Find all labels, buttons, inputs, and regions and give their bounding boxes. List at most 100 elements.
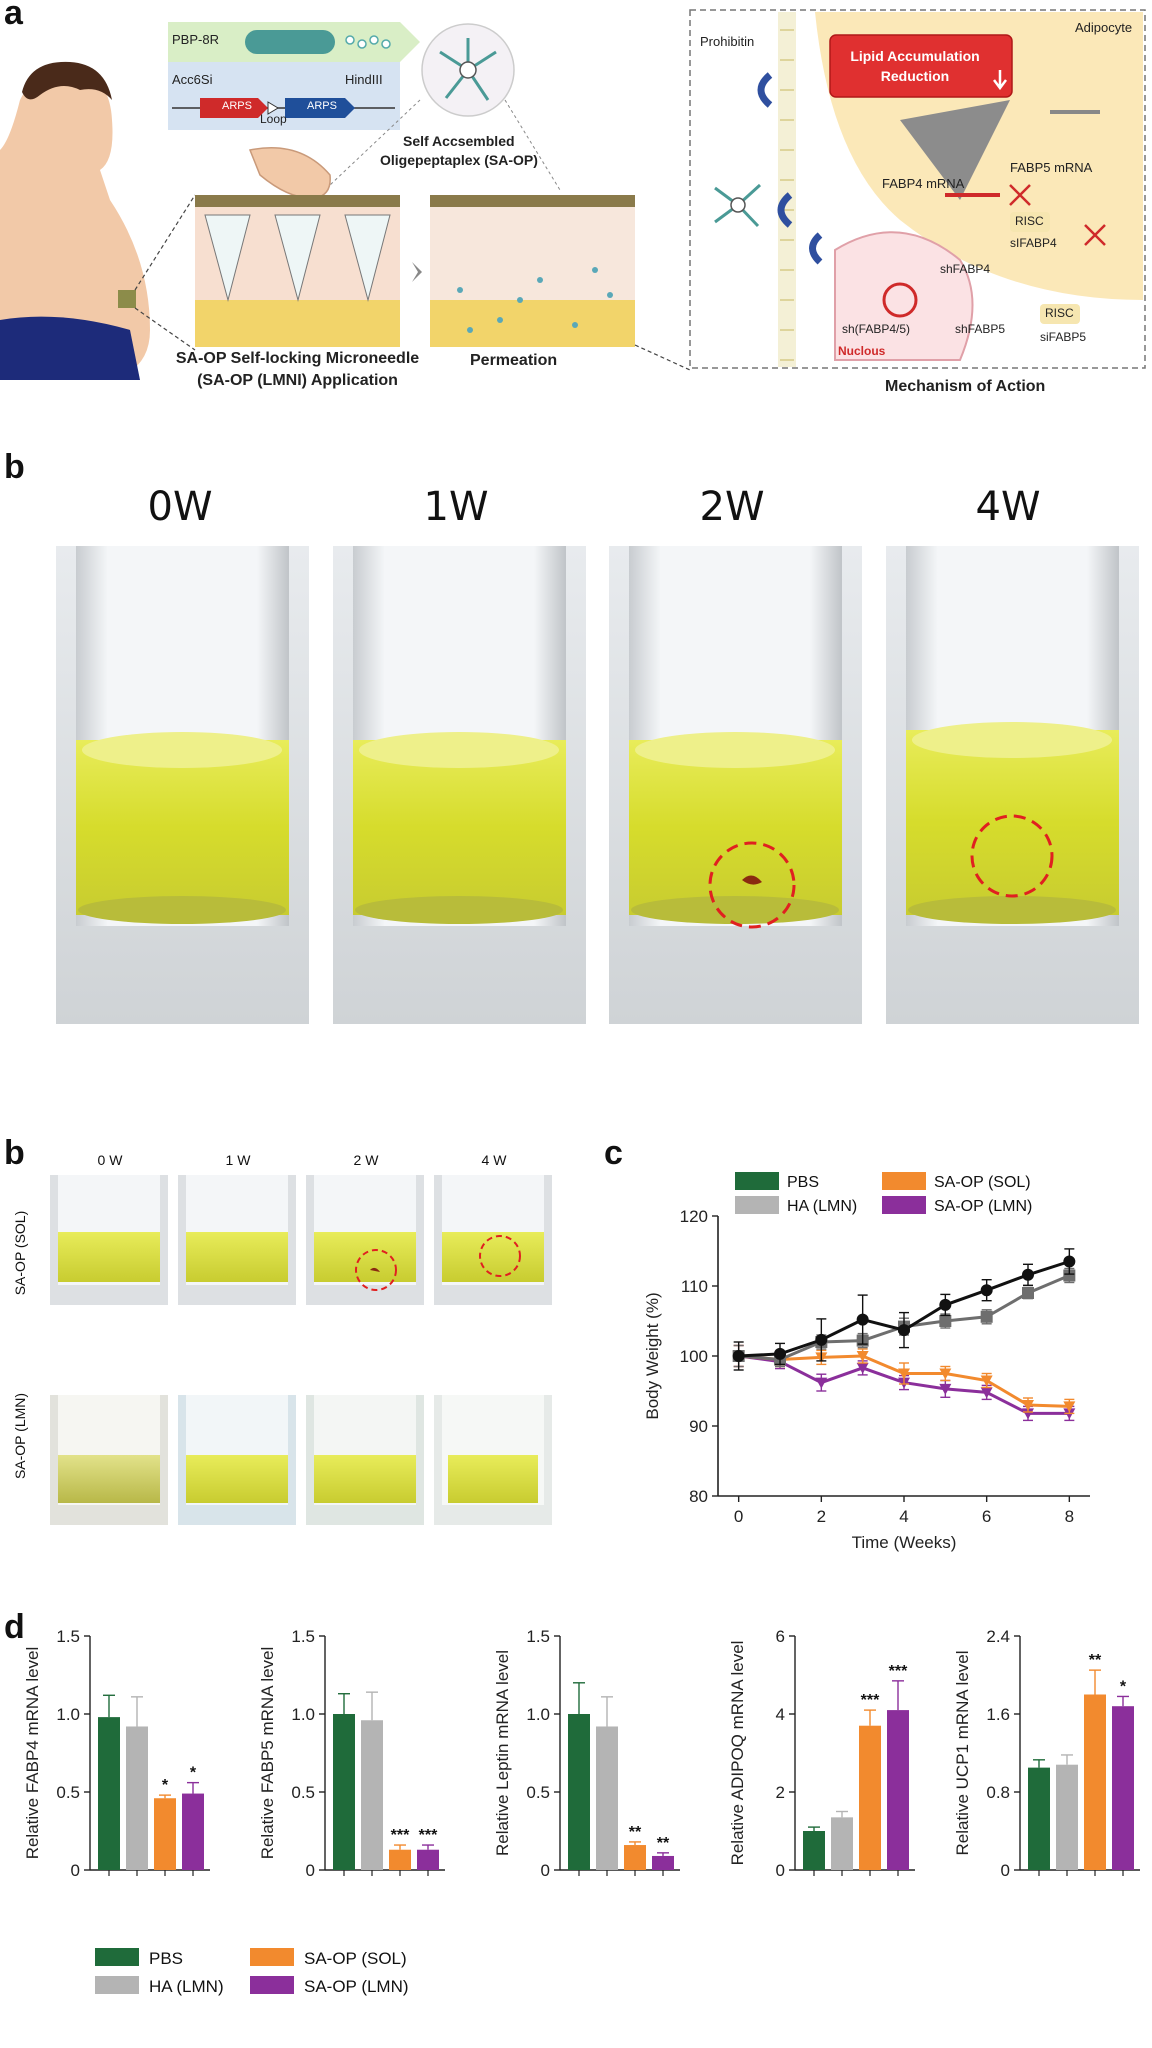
- bar: [887, 1710, 909, 1870]
- fabp5-mrna-label: FABP5 mRNA: [1010, 160, 1093, 175]
- x-tick-label: 4: [899, 1507, 908, 1526]
- bar-y-tick-label: 0.5: [56, 1783, 80, 1802]
- data-point: [939, 1368, 952, 1380]
- bar-y-tick-label: 2.4: [986, 1627, 1010, 1646]
- bar: [182, 1793, 204, 1870]
- bar-y-tick-label: 0.5: [291, 1783, 315, 1802]
- person-illustration: [0, 61, 150, 380]
- microneedle-patch: [195, 195, 400, 347]
- y-tick-label: 90: [689, 1417, 708, 1436]
- adipocyte-label: Adipocyte: [1075, 20, 1133, 35]
- significance-label: **: [657, 1835, 670, 1852]
- mechanism-box: [689, 9, 1146, 369]
- gene2-label: ARPS: [307, 100, 337, 112]
- bar-y-tick-label: 0: [1001, 1861, 1010, 1880]
- data-point: [1063, 1255, 1076, 1268]
- small-week-heading-1: 1 W: [225, 1152, 251, 1168]
- bar: [1084, 1694, 1106, 1870]
- panel-a-schematic: [0, 9, 1146, 380]
- sa-op-title-1: Self Accsembled: [403, 133, 515, 149]
- bar-y-tick-label: 1.0: [526, 1705, 550, 1724]
- construct-box: [168, 22, 420, 130]
- data-point: [856, 1362, 869, 1374]
- y-tick-label: 110: [681, 1277, 708, 1296]
- significance-label: **: [1089, 1652, 1102, 1669]
- panel-b-label: b: [4, 448, 25, 486]
- bar: [389, 1849, 411, 1870]
- bar-y-tick-label: 1.5: [291, 1627, 315, 1646]
- data-point: [1063, 1269, 1076, 1282]
- data-point: [856, 1313, 869, 1326]
- small-vial-lmn-0w: [50, 1395, 168, 1525]
- vial-photo-0w: [56, 546, 309, 1024]
- y-tick-label: 80: [689, 1487, 708, 1506]
- small-week-heading-0: 0 W: [97, 1152, 123, 1168]
- small-week-heading-3: 4 W: [481, 1152, 507, 1168]
- precipitate-marker-2w: [708, 841, 796, 929]
- sa-op-title-2: Oligepeptaplex (SA-OP): [380, 152, 538, 168]
- lipid-label-2: Reduction: [880, 68, 950, 84]
- bar: [361, 1720, 383, 1870]
- vial-photo-2w: [609, 546, 862, 1024]
- bar-y-tick-label: 1.5: [526, 1627, 550, 1646]
- bar: [568, 1714, 590, 1870]
- data-point: [815, 1377, 828, 1389]
- y-tick-label: 100: [680, 1347, 708, 1366]
- shfabp4-label: shFABP4: [940, 262, 991, 276]
- caption-application-2: (SA-OP (LMNI) Application: [197, 372, 398, 389]
- significance-label: *: [162, 1777, 169, 1794]
- week-heading-0: 0W: [147, 484, 213, 530]
- legend-swatch: [882, 1172, 926, 1190]
- bar: [831, 1817, 853, 1870]
- bar-y-axis-label: Relative UCP1 mRNA level: [953, 1650, 972, 1855]
- site-left-label: Acc6Si: [172, 72, 213, 87]
- legend-swatch: [735, 1172, 779, 1190]
- small-marker-4w: [479, 1235, 521, 1277]
- panel-b-small-label: b: [4, 1134, 25, 1172]
- significance-label: ***: [861, 1692, 880, 1709]
- risc-label-1: RISC: [1015, 214, 1044, 228]
- bar: [859, 1725, 881, 1870]
- bar-y-tick-label: 1.0: [291, 1705, 315, 1724]
- bar-y-tick-label: 2: [776, 1783, 785, 1802]
- panel-a-label: a: [4, 0, 23, 32]
- vial-photo-row: [56, 546, 1139, 1024]
- data-point: [1063, 1401, 1076, 1413]
- x-tick-label: 6: [982, 1507, 991, 1526]
- bar-legend-swatch: [95, 1948, 139, 1966]
- data-point: [732, 1350, 745, 1362]
- bar-y-axis-label: Relative FABP5 mRNA level: [258, 1647, 277, 1860]
- data-point: [939, 1298, 952, 1311]
- small-vial-lmn-1w: [178, 1395, 296, 1525]
- bar-y-tick-label: 4: [776, 1705, 785, 1724]
- small-vial-sol-1w: [178, 1175, 296, 1305]
- small-vial-lmn-4w: [434, 1395, 552, 1525]
- x-axis-label: Time (Weeks): [852, 1533, 957, 1552]
- significance-label: *: [190, 1765, 197, 1782]
- data-point: [1022, 1408, 1034, 1420]
- bar-legend-label: HA (LMN): [149, 1977, 224, 1996]
- bar-y-tick-label: 1.5: [56, 1627, 80, 1646]
- significance-label: **: [629, 1824, 642, 1841]
- bar-legend-label: PBS: [149, 1949, 183, 1968]
- permeation-patch: [430, 195, 635, 347]
- bar: [1028, 1767, 1050, 1870]
- bar-y-tick-label: 0: [306, 1861, 315, 1880]
- significance-label: ***: [889, 1663, 908, 1680]
- sifabp5-label: siFABP5: [1040, 330, 1087, 344]
- caption-application-1: SA-OP Self-locking Microneedle: [175, 350, 420, 367]
- bar-y-tick-label: 1.6: [986, 1705, 1010, 1724]
- risc-label-2: RISC: [1045, 306, 1074, 320]
- bar: [624, 1845, 646, 1870]
- vial-photo-4w: [886, 546, 1139, 1024]
- bar-legend-swatch: [250, 1948, 294, 1966]
- bar: [596, 1726, 618, 1870]
- legend-label: HA (LMN): [787, 1198, 857, 1215]
- gene1-label: ARPS: [222, 100, 252, 112]
- legend-label: PBS: [787, 1174, 819, 1191]
- legend-swatch: [735, 1196, 779, 1214]
- bar-y-axis-label: Relative FABP4 mRNA level: [23, 1647, 42, 1860]
- week-heading-1: 1W: [423, 484, 489, 530]
- small-vial-lmn-2w: [306, 1395, 424, 1525]
